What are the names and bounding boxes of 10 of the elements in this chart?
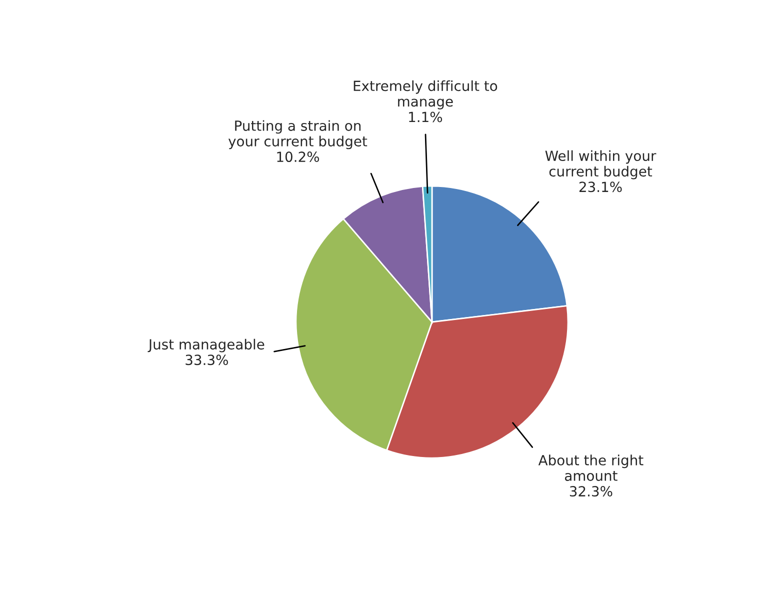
slice-label: About the right amount — [538, 454, 644, 481]
data-label: 10.2% — [277, 152, 320, 162]
slice-label: Extremely difficult to manage — [354, 80, 498, 110]
data-label: 33.3% — [186, 354, 228, 366]
data-label: 32.3% — [570, 486, 612, 497]
data-label: 23.1% — [579, 182, 622, 192]
slice-label: Just manageable — [148, 338, 264, 352]
slice-label: Putting a strain on your current budget — [228, 120, 368, 150]
data-label: 1.1% — [409, 112, 442, 122]
slice-label: Well within your current budget — [545, 150, 656, 180]
